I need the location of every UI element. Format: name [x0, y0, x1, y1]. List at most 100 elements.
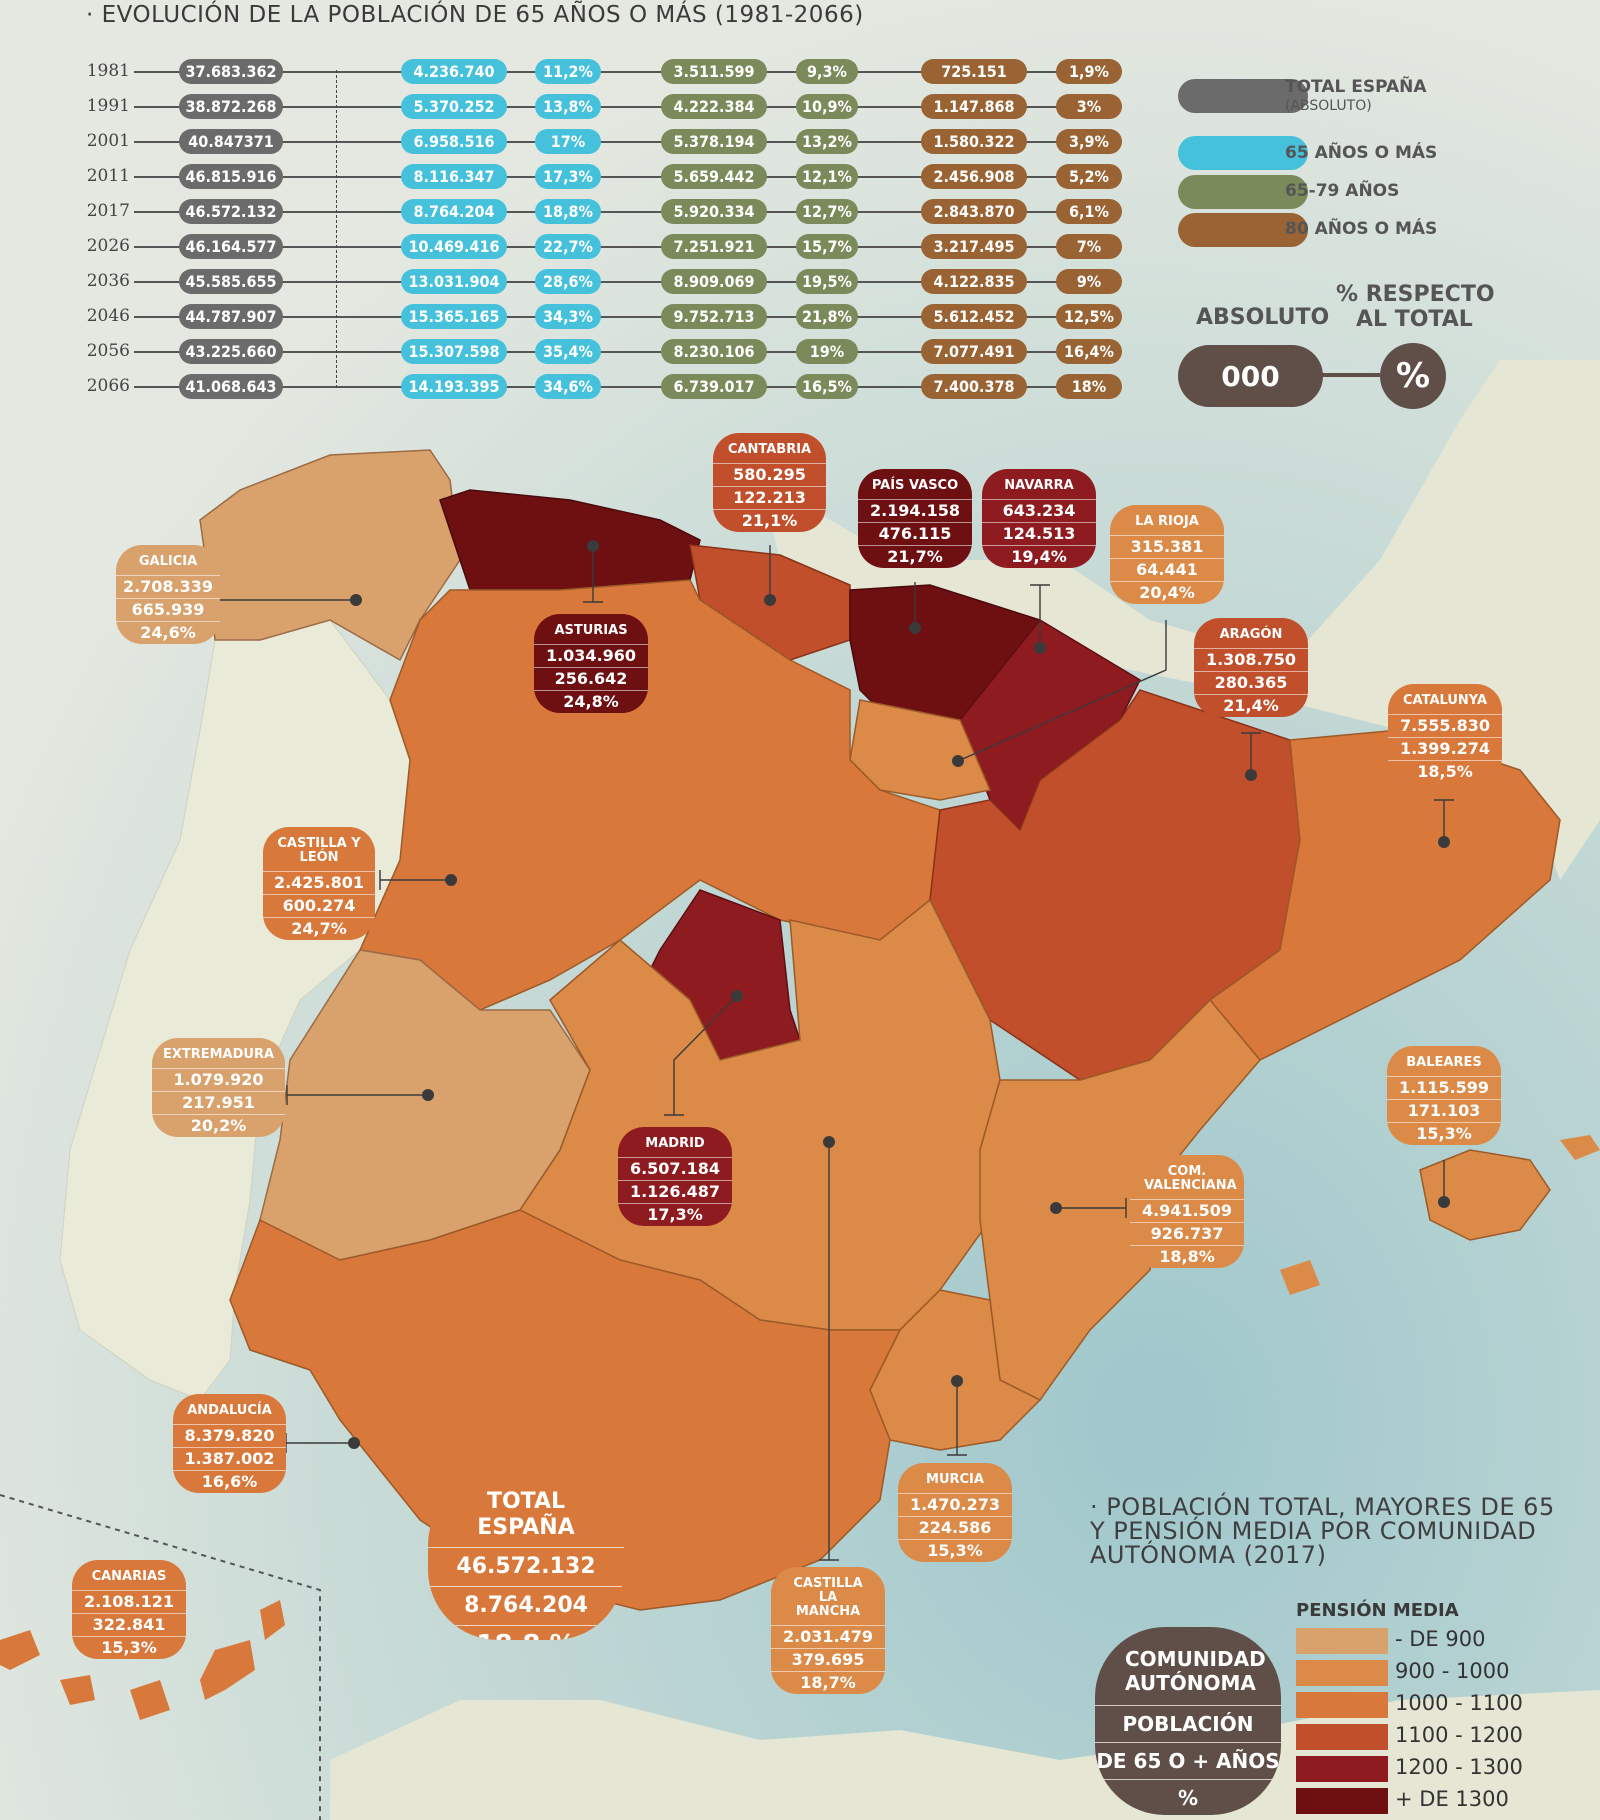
castilla-mancha-bubble: CASTILLA LA MANCHA 2.031.479 379.695 18,7% — [771, 1567, 885, 1694]
year-label: 2056 — [86, 341, 130, 361]
extremadura-dot — [422, 1089, 434, 1101]
pension-swatch — [1296, 1756, 1388, 1782]
row-line — [134, 281, 1118, 283]
p6579-pct-value: 12,1% — [796, 164, 858, 189]
p6579-value: 8.230.106 — [661, 339, 767, 364]
region-baleares-menorca — [1560, 1135, 1600, 1160]
p6579-pct-value: 9,3% — [796, 59, 858, 84]
p6579-value: 5.659.442 — [661, 164, 767, 189]
row-line — [134, 351, 1118, 353]
evolution-title: · EVOLUCIÓN DE LA POBLACIÓN DE 65 AÑOS O… — [86, 2, 864, 28]
extremadura-p65: 217.951 — [152, 1091, 285, 1114]
castilla-mancha-dot — [823, 1136, 835, 1148]
extremadura-total: 1.079.920 — [152, 1068, 285, 1091]
year-label: 2066 — [86, 376, 130, 396]
region-valenciana — [979, 998, 1261, 1401]
asturias-total: 1.034.960 — [534, 644, 648, 667]
aragon-total: 1.308.750 — [1194, 648, 1308, 671]
pension-legend-title: PENSIÓN MEDIA — [1296, 1600, 1459, 1621]
total-espana-name: TOTAL ESPAÑA — [477, 1489, 575, 1540]
p65-value: 8.116.347 — [401, 164, 507, 189]
p6579-pct-value: 10,9% — [796, 94, 858, 119]
key-line1: COMUNIDAD AUTÓNOMA — [1125, 1647, 1266, 1695]
valenciana-name: COM. VALENCIANA — [1144, 1164, 1237, 1193]
castilla-mancha-name: CASTILLA LA MANCHA — [793, 1576, 863, 1619]
murcia-total: 1.470.273 — [898, 1493, 1012, 1516]
legend-p80-label: 80 AÑOS O MÁS — [1285, 219, 1438, 239]
connectors — [217, 545, 1454, 1561]
total-value: 46.815.916 — [179, 164, 283, 189]
castilla-leon-dot — [445, 874, 457, 886]
p6579-value: 5.378.194 — [661, 129, 767, 154]
madrid-p65: 1.126.487 — [618, 1180, 732, 1203]
row-line — [134, 386, 1118, 388]
madrid-dot — [731, 990, 743, 1002]
andalucia-pct: 16,6% — [173, 1470, 286, 1493]
total-espana-p65: 8.764.204 — [428, 1586, 624, 1625]
region-canarias-1 — [0, 1630, 40, 1670]
row-line — [134, 71, 1118, 73]
p6579-pct-value: 15,7% — [796, 234, 858, 259]
france-shape — [760, 360, 1600, 880]
andalucia-dot — [348, 1437, 360, 1449]
pais-vasco-p65: 476.115 — [858, 522, 972, 545]
castilla-mancha-total: 2.031.479 — [771, 1625, 885, 1648]
aragon-p65: 280.365 — [1194, 671, 1308, 694]
p80-value: 1.147.868 — [921, 94, 1027, 119]
year-label: 2017 — [86, 201, 130, 221]
p65-value: 5.370.252 — [401, 94, 507, 119]
key-bubble: COMUNIDAD AUTÓNOMA POBLACIÓN DE 65 O + A… — [1095, 1627, 1281, 1815]
asturias-p65: 256.642 — [534, 667, 648, 690]
pct-symbol: % — [1395, 356, 1431, 396]
extremadura-pct: 20,2% — [152, 1114, 285, 1137]
p6579-value: 5.920.334 — [661, 199, 767, 224]
total-espana-pct: 18,8 % — [428, 1625, 624, 1640]
pais-vasco-total: 2.194.158 — [858, 499, 972, 522]
castilla-mancha-p65: 379.695 — [771, 1648, 885, 1671]
navarra-dot — [1034, 642, 1046, 654]
pension-swatch — [1296, 1788, 1388, 1814]
p6579-pct-value: 16,5% — [796, 374, 858, 399]
row-line — [134, 316, 1118, 318]
murcia-name: MURCIA — [926, 1472, 984, 1487]
p80-value: 4.122.835 — [921, 269, 1027, 294]
p6579-value: 7.251.921 — [661, 234, 767, 259]
la-rioja-dot — [952, 755, 964, 767]
p80-pct-value: 7% — [1056, 234, 1122, 259]
p80-value: 725.151 — [921, 59, 1027, 84]
p65-value: 6.958.516 — [401, 129, 507, 154]
region-canarias-3 — [130, 1680, 170, 1720]
pension-swatch — [1296, 1724, 1388, 1750]
baleares-bubble: BALEARES 1.115.599 171.103 15,3% — [1387, 1046, 1501, 1145]
connector-dots — [348, 540, 1450, 1449]
murcia-bubble: MURCIA 1.470.273 224.586 15,3% — [898, 1463, 1012, 1562]
p80-value: 7.077.491 — [921, 339, 1027, 364]
cataluna-bubble: CATALUNYA 7.555.830 1.399.274 18,5% — [1388, 684, 1502, 783]
baleares-name: BALEARES — [1406, 1055, 1482, 1070]
pension-range-label: 1100 - 1200 — [1395, 1723, 1523, 1747]
map-subtitle: · POBLACIÓN TOTAL, MAYORES DE 65 Y PENSI… — [1090, 1493, 1555, 1569]
la-rioja-pct: 20,4% — [1110, 581, 1224, 604]
canarias-pct: 15,3% — [72, 1636, 186, 1659]
total-espana-bubble: TOTAL ESPAÑA 46.572.132 8.764.204 18,8 % — [428, 1475, 624, 1640]
region-canarias-2 — [60, 1675, 95, 1705]
total-divider-line — [336, 70, 337, 388]
row-line — [134, 246, 1118, 248]
asturias-name: ASTURIAS — [554, 623, 628, 638]
pension-swatch — [1296, 1692, 1388, 1718]
navarra-bubble: NAVARRA 643.234 124.513 19,4% — [982, 469, 1096, 568]
p6579-value: 3.511.599 — [661, 59, 767, 84]
year-label: 2001 — [86, 131, 130, 151]
total-value: 40.847371 — [179, 129, 283, 154]
galicia-dot — [350, 594, 362, 606]
p80-value: 2.843.870 — [921, 199, 1027, 224]
region-baleares-ibiza — [1280, 1260, 1320, 1295]
galicia-total: 2.708.339 — [116, 575, 220, 598]
andalucia-bubble: ANDALUCÍA 8.379.820 1.387.002 16,6% — [173, 1394, 286, 1493]
p6579-value: 4.222.384 — [661, 94, 767, 119]
region-andalucia — [229, 1209, 902, 1611]
galicia-name: GALICIA — [138, 554, 198, 569]
murcia-p65: 224.586 — [898, 1516, 1012, 1539]
p80-pct-value: 18% — [1056, 374, 1122, 399]
baleares-total: 1.115.599 — [1387, 1076, 1501, 1099]
